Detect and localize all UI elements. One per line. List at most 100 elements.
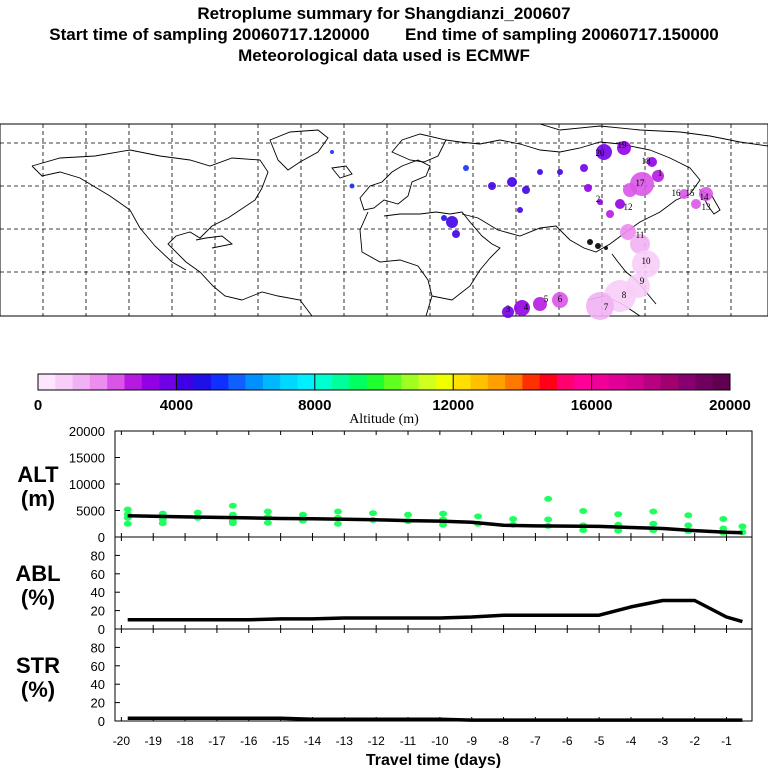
coastline <box>611 253 657 305</box>
plume-day-label: 13 <box>702 202 712 212</box>
plume-blob <box>587 239 593 245</box>
plume-blob <box>595 243 601 249</box>
plume-day-label: 1 <box>658 168 663 178</box>
altitude-cluster-point <box>228 520 237 527</box>
y-tick-label: 0 <box>98 530 105 545</box>
y-tick-label: 10000 <box>69 477 105 492</box>
plume-day-label: 8 <box>622 290 627 300</box>
coastline <box>391 133 447 163</box>
abl-unit: (%) <box>21 585 55 610</box>
coastline <box>359 159 431 211</box>
colorbar-tick-label: 8000 <box>298 397 331 414</box>
y-tick-label: 60 <box>91 567 105 582</box>
colorbar-swatch <box>591 374 610 390</box>
x-tick-label: -17 <box>208 734 226 748</box>
plume-day-label: 10 <box>642 256 652 266</box>
x-tick-label: -19 <box>145 734 163 748</box>
colorbar-swatch <box>280 374 298 390</box>
y-tick-label: 80 <box>91 548 105 563</box>
altitude-colorbar: 0 4000 8000 12000 16000 20000 Altitude (m) <box>34 373 751 427</box>
plume-blob <box>647 157 657 167</box>
x-tick-label: -4 <box>626 734 637 748</box>
colorbar-swatch <box>72 374 91 390</box>
end-time-label: End time of sampling 20060717.150000 <box>405 25 719 44</box>
x-tick-label: -12 <box>367 734 385 748</box>
plume-blob <box>623 183 637 197</box>
plume-blob <box>691 199 701 209</box>
plume-blob <box>330 150 334 154</box>
colorbar-swatch <box>193 374 212 390</box>
altitude-cluster-point <box>333 520 342 527</box>
colorbar-swatch <box>435 374 454 390</box>
y-tick-label: 80 <box>91 640 105 655</box>
x-tick-label: -1 <box>721 734 732 748</box>
plume-blob <box>522 186 530 194</box>
x-tick-label: -8 <box>498 734 509 748</box>
plume-day-label: 12 <box>624 202 633 212</box>
colorbar-swatch <box>314 374 333 390</box>
alt-series-line <box>127 514 743 535</box>
plume-blob <box>584 184 592 192</box>
colorbar-tick-label: 20000 <box>709 397 751 414</box>
plume-blob <box>452 230 460 238</box>
time-series-panels: 20000150001000050000ALT(m)806040200ABL(%… <box>15 424 753 768</box>
plume-day-label: 2 <box>596 194 601 204</box>
plume-blob <box>552 292 568 308</box>
altitude-cluster-point <box>439 521 448 528</box>
colorbar-swatch <box>366 374 385 390</box>
colorbar-swatch <box>487 374 506 390</box>
plume-day-label: 3 <box>506 304 511 314</box>
altitude-cluster-point <box>158 520 167 527</box>
colorbar-swatch <box>453 374 471 390</box>
str-title: STR <box>16 653 60 678</box>
coastline <box>539 123 768 147</box>
colorbar-swatch <box>55 374 73 390</box>
str-unit: (%) <box>21 677 55 702</box>
colorbar-swatch <box>608 374 627 390</box>
abl-title: ABL <box>15 561 60 586</box>
plume-blob <box>652 170 664 182</box>
colorbar-swatch <box>539 374 558 390</box>
colorbar-swatch <box>262 374 281 390</box>
colorbar-swatch <box>176 374 194 390</box>
plume-blob <box>349 183 355 189</box>
altitude-cluster-point <box>193 509 202 516</box>
altitude-cluster-point <box>123 520 132 527</box>
altitude-cluster-point <box>368 510 377 517</box>
plume-blob <box>557 169 563 175</box>
alt-panel: 20000 15000 10000 5000 0 ALT(m) <box>17 424 753 545</box>
altitude-cluster-point <box>684 522 693 529</box>
plume-blob <box>488 182 496 190</box>
plume-blob <box>586 292 614 320</box>
colorbar-swatch <box>557 374 575 390</box>
colorbar-tick-label: 12000 <box>432 397 474 414</box>
str-panel-frame <box>114 628 753 722</box>
x-tick-label: -7 <box>530 734 541 748</box>
colorbar-swatch <box>712 374 731 390</box>
altitude-cluster-point <box>719 515 728 522</box>
plume-blob <box>537 169 543 175</box>
altitude-cluster-point <box>544 516 553 523</box>
coastline <box>31 165 187 271</box>
altitude-cluster-point <box>509 515 518 522</box>
colorbar-tick-label: 4000 <box>160 397 193 414</box>
altitude-cluster-point <box>404 511 413 518</box>
x-tick-label: -13 <box>336 734 354 748</box>
y-tick-label: 20 <box>91 604 105 619</box>
altitude-cluster-point <box>649 508 658 515</box>
altitude-cluster-point <box>579 508 588 515</box>
x-tick-label: -11 <box>400 734 417 748</box>
figure-title: Retroplume summary for Shangdianzi_20060… <box>197 4 571 23</box>
plume-blob <box>514 300 530 316</box>
colorbar-swatch <box>332 374 350 390</box>
colorbar-swatch <box>38 374 56 390</box>
colorbar-swatch <box>643 374 662 390</box>
plume-day-label: 16 <box>672 188 682 198</box>
plume-day-label: 15 <box>686 188 696 198</box>
plume-blob <box>699 187 713 201</box>
colorbar-frame <box>37 373 731 391</box>
plume-blob <box>630 234 650 254</box>
colorbar-swatch <box>522 374 540 390</box>
